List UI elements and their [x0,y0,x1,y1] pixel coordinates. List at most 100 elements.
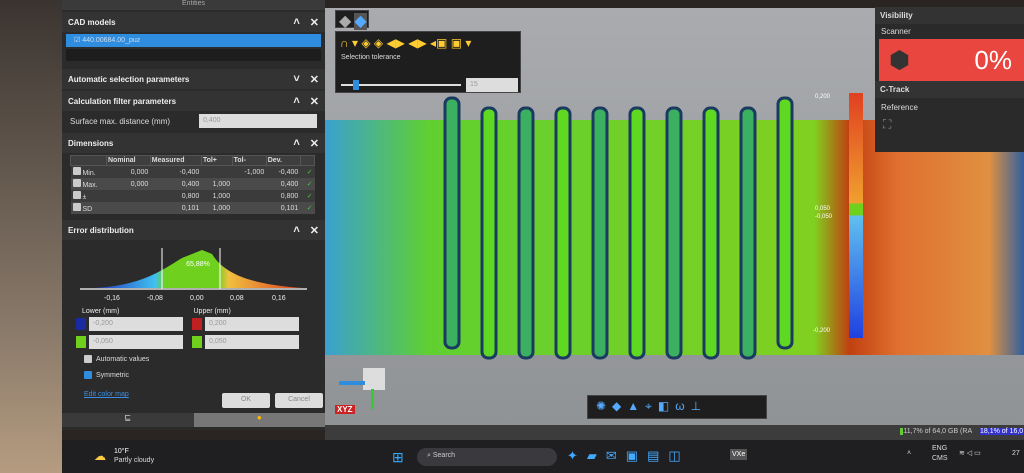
cell-measured: -0,400 [179,168,200,176]
row-name: Max. [82,182,98,189]
col-header: Dev. [265,155,301,166]
start-icon[interactable]: ⊞ [392,449,404,465]
selection-tools-icons[interactable]: ∩ ▾ ◈ ◈ ◀▶ ◀▶ ◂▣ ▣ ▾ [340,36,472,50]
tolerance-input[interactable]: 15 [466,78,518,92]
cell-dev: -0,400 [278,168,299,176]
rib [554,106,572,360]
peak-label: 65,88% [186,261,210,268]
collapse-icon[interactable]: ˄ [293,224,300,236]
cell-nominal: 0,000 [130,180,149,188]
table-row[interactable]: Min. 0,000 -0,400 -1,000 -0,400 ✓ [70,165,315,179]
row-name: SD [82,206,93,213]
solid-view-icon[interactable]: ◆ [339,13,352,30]
cell-tolp [201,166,232,179]
scanner-icon: ⬢ [889,46,910,74]
color-swatch-red[interactable] [192,318,202,330]
tree-icon[interactable]: ⊑ [124,413,132,422]
vxelements-app[interactable]: VXe [730,449,748,460]
color-swatch-green[interactable] [192,336,202,348]
cell-tolm [232,178,266,190]
upper-label: Upper (mm) [193,308,231,315]
clock[interactable]: 27 [1012,450,1020,457]
tray-chevron-icon[interactable]: ˄ [907,450,912,457]
wifi-icon[interactable]: ≋ ◁ ▭ [959,450,981,457]
scale-lower-label: -0,050 [815,214,833,220]
close-icon[interactable]: ✕ [309,16,319,29]
check-icon: ✓ [306,193,313,200]
ok-button[interactable]: OK [222,393,270,408]
cell-dev: 0,400 [280,180,299,188]
cell-nominal: 0,000 [130,168,149,176]
upper-tolerance-input[interactable]: 0,050 [205,335,299,349]
settings-tab-icon[interactable]: ● [193,413,325,427]
error-distribution-header[interactable]: Error distribution ˄ ✕ [62,220,325,240]
row-checkbox[interactable] [72,167,81,175]
cell-nominal [107,202,151,214]
dimensions-table: Nominal Measured Tol+ Tol- Dev. Min. 0,000 -0,… [70,155,316,214]
rib [702,106,720,360]
cell-nominal [107,190,151,202]
close-icon[interactable]: ✕ [309,95,319,108]
bottom-view-toolbar[interactable]: ✺◆▲⌖◧ω⊥ [587,395,767,419]
dimensions-header[interactable]: Dimensions ˄ ✕ [62,133,325,153]
language[interactable]: ENG [932,445,948,452]
col-header: Tol- [231,155,267,166]
filter-header[interactable]: Calculation filter parameters ˄ ✕ [62,91,325,111]
lower-limit-input[interactable]: -0,200 [89,317,183,331]
row-checkbox[interactable] [72,191,81,199]
section-title: Automatic selection parameters [68,74,190,84]
edit-color-map-link[interactable]: Edit color map [84,391,129,398]
selection-toolbar: ∩ ▾ ◈ ◈ ◀▶ ◀▶ ◂▣ ▣ ▾ Selection tolerance… [335,31,521,93]
scan-view-icon[interactable]: ◆ [354,13,367,30]
lower-tolerance-input[interactable]: -0,050 [89,335,183,349]
row-checkbox[interactable] [72,203,81,211]
reference-icon: ⛶ [883,117,892,131]
orientation-gizmo[interactable]: XYZ [335,363,395,418]
collapse-icon[interactable]: ˄ [293,95,300,107]
auto-selection-header[interactable]: Automatic selection parameters ˅ ✕ [62,69,325,89]
bottom-tabs: ⊑ ● [62,413,325,427]
cad-list [66,49,321,61]
table-row[interactable]: ±0,800 1,000 0,800 ✓ [70,190,315,202]
tick-label: -0,16 [104,295,120,302]
cell-tolm [232,190,266,202]
close-icon[interactable]: ✕ [309,137,319,150]
weather-text[interactable]: Partly cloudy [114,457,155,464]
reference-label: Reference [881,103,918,112]
row-name: Min. [82,170,96,177]
surface-distance-input[interactable]: 0,400 [199,114,317,128]
tab-entities[interactable]: Entities [62,0,325,10]
close-icon[interactable]: ✕ [309,224,319,237]
cad-model-name: 440.00684.00_puz [82,37,141,44]
cell-measured: 0,400 [181,180,200,188]
scanned-part [325,96,1024,360]
cell-tolm [232,202,266,214]
color-swatch-green[interactable] [76,336,86,348]
rib [628,106,646,360]
expand-icon[interactable]: ˅ [293,73,300,85]
section-title: Error distribution [68,225,134,235]
rib [739,106,757,360]
cad-models-header[interactable]: CAD models ˄ ✕ [62,12,325,32]
cad-model-item[interactable]: ☑ 440.00684.00_puz [66,34,321,47]
collapse-icon[interactable]: ˄ [293,137,300,149]
close-icon[interactable]: ✕ [309,73,319,86]
symmetric-checkbox[interactable]: Symmetric [62,367,325,383]
table-row[interactable]: Max. 0,000 0,400 1,000 0,400 ✓ [70,178,315,190]
automatic-values-checkbox[interactable]: Automatic values [62,351,325,367]
collapse-icon[interactable]: ˄ [293,16,300,28]
color-swatch-blue[interactable] [76,318,86,330]
cell-tolp: 1,000 [212,180,231,188]
table-row[interactable]: SD 0,101 1,000 0,101 ✓ [70,202,315,214]
scanner-label: Scanner [881,27,911,36]
tolerance-slider[interactable] [341,80,461,90]
ime[interactable]: CMS [932,455,948,462]
temperature[interactable]: 10°F [114,448,129,455]
search-box[interactable]: ⌕ Search [417,448,557,466]
taskbar-apps[interactable]: ✦▰✉▣▤◫ [567,448,690,463]
scanner-percent: 0% [974,44,1012,75]
upper-limit-input[interactable]: 0,200 [205,317,299,331]
cancel-button[interactable]: Cancel [275,393,323,408]
row-checkbox[interactable] [72,179,81,187]
histogram-area [92,250,302,288]
